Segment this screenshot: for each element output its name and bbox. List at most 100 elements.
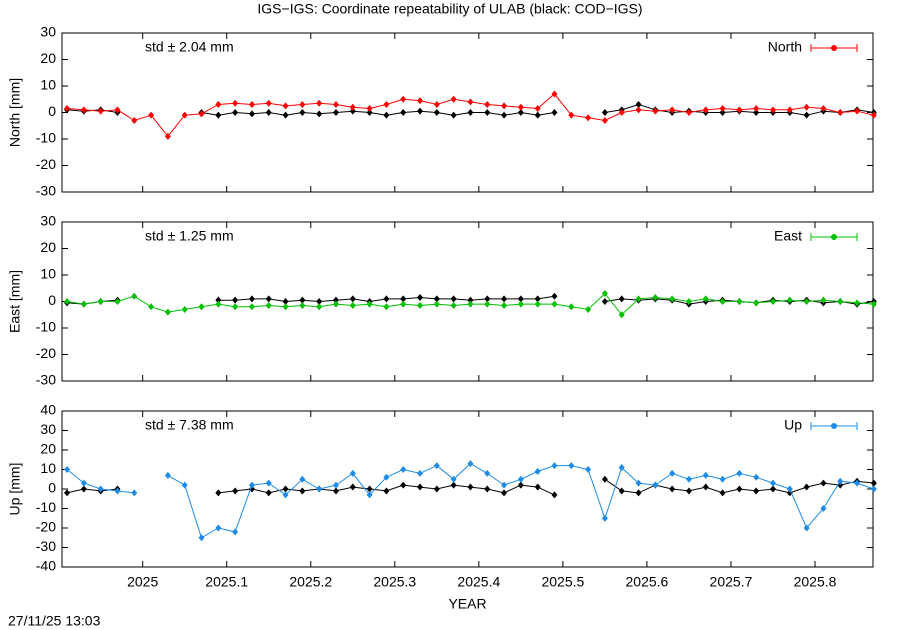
data-point: [64, 105, 71, 113]
data-point: [131, 116, 138, 124]
data-point: [501, 489, 508, 497]
data-point: [97, 485, 104, 493]
data-point: [601, 290, 608, 298]
data-point: [820, 479, 827, 487]
data-point: [349, 483, 356, 491]
data-point: [450, 481, 457, 489]
y-tick-label: 20: [40, 441, 56, 457]
data-point: [97, 298, 104, 305]
y-tick-label: 10: [40, 460, 56, 476]
legend-marker: [831, 423, 837, 429]
data-point: [282, 111, 289, 119]
data-point: [148, 303, 155, 311]
timestamp: 27/11/25 13:03: [8, 613, 101, 629]
data-point: [400, 300, 407, 308]
data-point: [450, 111, 457, 119]
data-point: [282, 303, 289, 311]
legend-marker: [831, 234, 837, 240]
y-tick-label: 40: [40, 402, 56, 418]
data-point: [635, 101, 642, 109]
data-point: [400, 466, 407, 473]
data-point: [685, 475, 692, 483]
data-point: [669, 469, 676, 477]
x-tick-label: 2025: [127, 574, 158, 590]
data-point: [753, 105, 760, 113]
data-point: [685, 298, 692, 305]
y-tick-label: -10: [36, 319, 56, 335]
data-point: [551, 462, 558, 470]
data-point: [383, 303, 390, 311]
y-tick-label: 30: [40, 421, 56, 437]
data-point: [702, 483, 709, 491]
data-point: [450, 475, 457, 483]
data-point: [484, 485, 491, 493]
data-point: [366, 109, 373, 116]
annotation: std ± 1.25 mm: [145, 228, 234, 244]
data-point: [652, 107, 659, 115]
data-point: [332, 481, 339, 489]
data-point: [467, 483, 474, 491]
annotation: std ± 7.38 mm: [145, 417, 234, 433]
data-point: [349, 469, 356, 477]
data-point: [450, 95, 457, 103]
data-point: [517, 300, 524, 308]
y-tick-label: -30: [36, 538, 56, 554]
data-point: [837, 109, 844, 116]
data-point: [736, 469, 743, 477]
data-point: [719, 105, 726, 113]
y-tick-label: -20: [36, 519, 56, 535]
data-point: [232, 528, 239, 536]
data-point: [517, 109, 524, 116]
data-point: [501, 111, 508, 119]
data-point: [97, 107, 104, 115]
data-point: [837, 298, 844, 305]
data-point: [870, 300, 877, 308]
y-tick-label: -30: [36, 183, 56, 199]
data-point: [248, 295, 255, 303]
y-tick-label: 20: [40, 239, 56, 255]
data-point: [601, 116, 608, 124]
data-point: [450, 301, 457, 309]
data-point: [568, 111, 575, 119]
data-point: [332, 487, 339, 495]
data-point: [484, 101, 491, 109]
data-point: [215, 101, 222, 109]
data-point: [366, 485, 373, 493]
data-point: [635, 479, 642, 487]
data-point: [854, 479, 861, 487]
y-tick-label: -30: [36, 372, 56, 388]
data-point: [316, 303, 323, 311]
data-point: [198, 303, 205, 311]
data-point: [215, 524, 222, 532]
data-point: [181, 111, 188, 119]
data-point: [248, 481, 255, 489]
y-tick-label: 0: [48, 480, 56, 496]
y-tick-label: -10: [36, 499, 56, 515]
data-point: [332, 300, 339, 308]
data-point: [685, 109, 692, 116]
data-point: [215, 489, 222, 497]
data-point: [383, 473, 390, 481]
data-point: [400, 481, 407, 489]
y-tick-label: 0: [48, 292, 56, 308]
series-line: [66, 462, 874, 539]
data-point: [332, 101, 339, 109]
data-point: [299, 487, 306, 495]
data-point: [669, 106, 676, 114]
data-point: [433, 485, 440, 493]
data-point: [248, 101, 255, 109]
x-tick-label: 2025.8: [794, 574, 837, 590]
data-point: [551, 109, 558, 116]
data-point: [719, 109, 726, 116]
data-point: [131, 489, 138, 497]
data-point: [349, 107, 356, 115]
data-point: [803, 483, 810, 491]
data-point: [601, 298, 608, 305]
data-point: [786, 485, 793, 493]
data-point: [803, 524, 810, 532]
data-point: [114, 106, 121, 114]
annotation: std ± 2.04 mm: [145, 39, 234, 55]
data-point: [417, 107, 424, 115]
data-point: [433, 101, 440, 109]
